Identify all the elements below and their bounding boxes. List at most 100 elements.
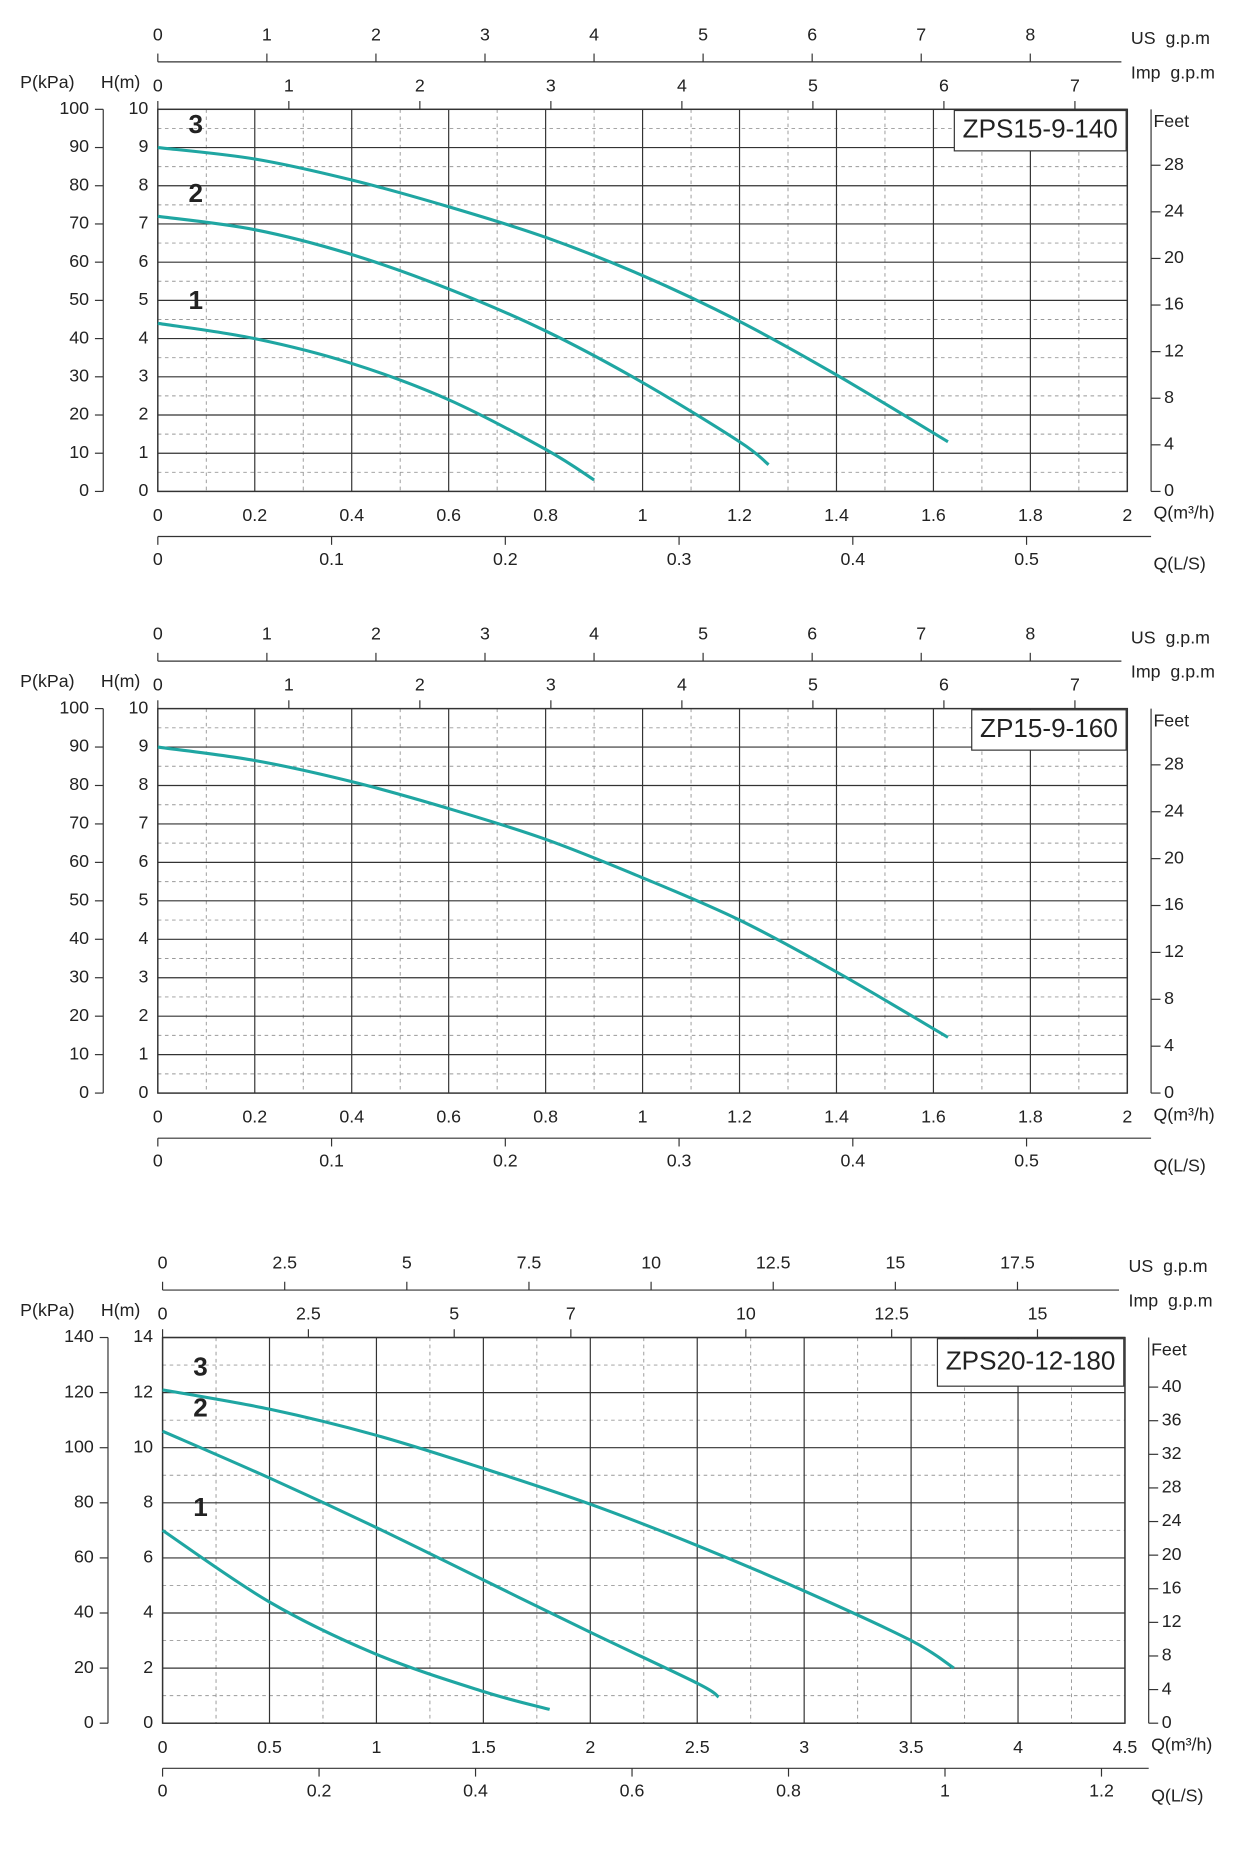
x-tick-label: 0.5 (257, 1737, 282, 1757)
us-tick-label: 17.5 (1000, 1253, 1035, 1273)
us-tick-label: 5 (698, 24, 708, 44)
curve-label: 2 (193, 1393, 208, 1423)
us-tick-label: 10 (641, 1253, 661, 1273)
feet-tick-label: 36 (1162, 1409, 1182, 1429)
x-tick-label: 0.4 (339, 505, 364, 525)
chart-title: ZPS20-12-180 (946, 1345, 1116, 1375)
imp-tick-label: 6 (939, 75, 949, 95)
imp-axis-label: Imp g.p.m (1131, 662, 1215, 682)
p-tick-label: 40 (69, 327, 89, 347)
imp-tick-label: 6 (939, 675, 949, 695)
us-tick-label: 2.5 (272, 1253, 297, 1273)
y-tick-label: 9 (138, 736, 148, 756)
x-tick-label: 0 (153, 1107, 163, 1127)
imp-tick-label: 12.5 (874, 1304, 909, 1324)
feet-tick-label: 24 (1162, 1510, 1182, 1530)
x-tick-label: 0.2 (242, 1107, 267, 1127)
y-axis-label: H(m) (101, 72, 141, 92)
p-tick-label: 60 (69, 251, 89, 271)
curve-label: 1 (189, 285, 204, 315)
imp-tick-label: 10 (736, 1304, 756, 1324)
us-tick-label: 2 (371, 24, 381, 44)
imp-tick-label: 1 (284, 75, 294, 95)
feet-tick-label: 8 (1164, 387, 1174, 407)
x-tick-label: 1.5 (471, 1737, 496, 1757)
us-tick-label: 0 (153, 624, 163, 644)
y-tick-label: 3 (138, 966, 148, 986)
p-tick-label: 100 (59, 98, 89, 118)
x-tick-label: 1 (638, 1107, 648, 1127)
p-tick-label: 0 (79, 1082, 89, 1102)
y-axis-label: H(m) (101, 671, 141, 691)
ls-tick-label: 0.8 (776, 1781, 801, 1801)
ls-tick-label: 0.4 (463, 1781, 488, 1801)
p-tick-label: 0 (84, 1712, 94, 1732)
us-tick-label: 0 (153, 24, 163, 44)
feet-tick-label: 40 (1162, 1376, 1182, 1396)
us-tick-label: 0 (158, 1253, 168, 1273)
imp-tick-label: 1 (284, 675, 294, 695)
p-tick-label: 60 (69, 851, 89, 871)
imp-tick-label: 7 (1070, 75, 1080, 95)
p-axis-label: P(kPa) (20, 1300, 74, 1320)
ls-tick-label: 0 (158, 1781, 168, 1801)
us-tick-label: 3 (480, 24, 490, 44)
us-tick-label: 6 (807, 624, 817, 644)
y-tick-label: 7 (138, 213, 148, 233)
x-tick-label: 1 (638, 505, 648, 525)
pump-curve (161, 1429, 720, 1699)
feet-axis-label: Feet (1153, 111, 1189, 131)
x-tick-label: 0.2 (242, 505, 267, 525)
feet-tick-label: 0 (1164, 480, 1174, 500)
us-tick-label: 2 (371, 624, 381, 644)
x-tick-label: 1.4 (824, 505, 849, 525)
x-tick-label: 2.5 (685, 1737, 710, 1757)
ls-tick-label: 0.2 (307, 1781, 332, 1801)
us-tick-label: 8 (1025, 624, 1035, 644)
plot-frame (157, 707, 1129, 1094)
imp-tick-label: 5 (808, 675, 818, 695)
p-tick-label: 50 (69, 289, 89, 309)
imp-axis-label: Imp g.p.m (1129, 1291, 1213, 1311)
us-tick-label: 1 (262, 24, 272, 44)
us-tick-label: 12.5 (756, 1253, 791, 1273)
imp-tick-label: 7 (1070, 675, 1080, 695)
pump-curve (157, 214, 770, 466)
x-tick-label: 0.6 (436, 505, 461, 525)
ls-tick-label: 0.3 (667, 1151, 692, 1171)
feet-tick-label: 8 (1162, 1645, 1172, 1665)
feet-tick-label: 28 (1164, 754, 1184, 774)
us-tick-label: 5 (402, 1253, 412, 1273)
y-tick-label: 8 (138, 174, 148, 194)
imp-axis-label: Imp g.p.m (1131, 62, 1215, 82)
ls-tick-label: 0.5 (1014, 1151, 1039, 1171)
x-tick-label: 1.8 (1018, 505, 1043, 525)
x-tick-label: 3.5 (899, 1737, 924, 1757)
ls-tick-label: 0.2 (493, 549, 518, 569)
feet-tick-label: 0 (1162, 1712, 1172, 1732)
p-tick-label: 100 (59, 697, 89, 717)
p-tick-label: 80 (69, 774, 89, 794)
x-tick-label: 1 (371, 1737, 381, 1757)
y-tick-label: 10 (133, 1436, 153, 1456)
y-tick-label: 4 (143, 1602, 153, 1622)
p-axis-label: P(kPa) (20, 72, 74, 92)
x-tick-label: 2 (1122, 1107, 1132, 1127)
x-tick-label: 1.2 (727, 505, 752, 525)
feet-tick-label: 12 (1162, 1611, 1182, 1631)
y-tick-label: 5 (138, 890, 148, 910)
y-tick-label: 1 (138, 442, 148, 462)
y-tick-label: 7 (138, 813, 148, 833)
feet-axis-label: Feet (1151, 1339, 1187, 1359)
ls-tick-label: 0.1 (319, 549, 344, 569)
p-tick-label: 80 (69, 174, 89, 194)
x-tick-label: 0.4 (339, 1107, 364, 1127)
x-tick-label: 0.8 (533, 1107, 558, 1127)
p-tick-label: 30 (69, 966, 89, 986)
ls-tick-label: 1 (940, 1781, 950, 1801)
plot-frame (157, 108, 1129, 493)
imp-tick-label: 0 (153, 675, 163, 695)
ls-tick-label: 0.4 (840, 1151, 865, 1171)
feet-tick-label: 20 (1164, 247, 1184, 267)
curve-label: 2 (189, 178, 204, 208)
